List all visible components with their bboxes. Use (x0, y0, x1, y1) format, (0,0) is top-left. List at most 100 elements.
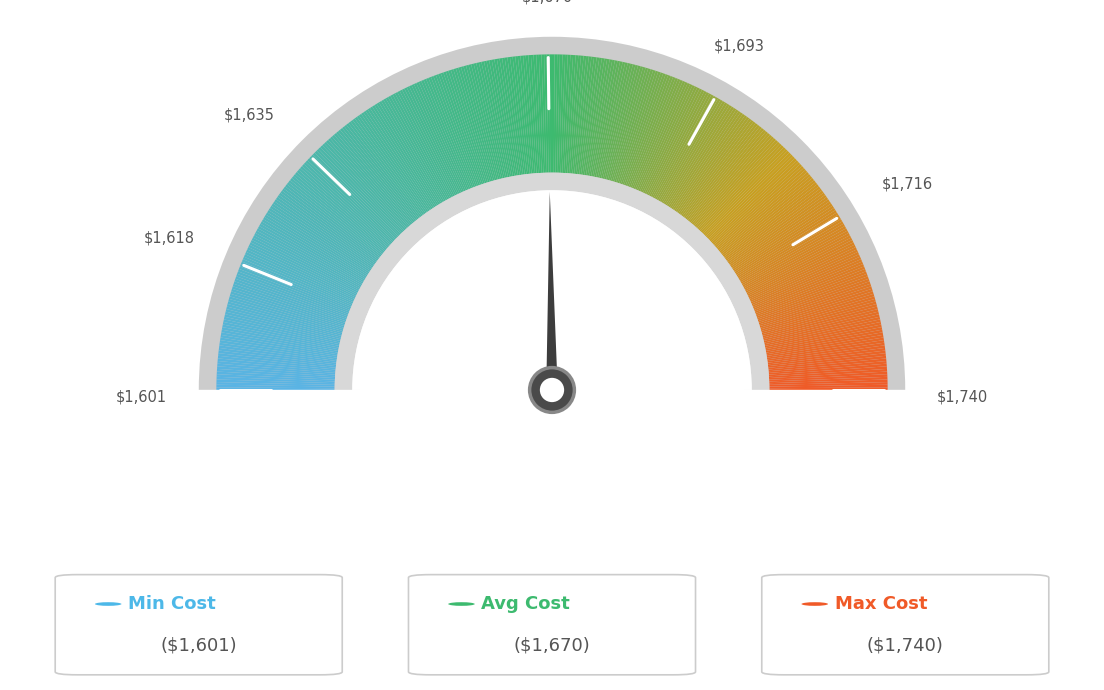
Wedge shape (374, 104, 438, 206)
Wedge shape (584, 58, 605, 175)
Wedge shape (529, 55, 539, 173)
Wedge shape (322, 144, 404, 232)
Wedge shape (471, 63, 501, 179)
Wedge shape (744, 233, 850, 290)
Wedge shape (768, 358, 887, 371)
Wedge shape (385, 97, 446, 201)
Wedge shape (707, 155, 793, 239)
Wedge shape (410, 85, 461, 193)
Wedge shape (692, 133, 769, 225)
Wedge shape (569, 55, 581, 173)
Wedge shape (497, 59, 518, 175)
Wedge shape (275, 199, 373, 268)
Wedge shape (635, 80, 683, 190)
Wedge shape (266, 213, 368, 277)
Wedge shape (767, 340, 884, 359)
Wedge shape (665, 102, 728, 205)
Wedge shape (306, 160, 393, 242)
Wedge shape (216, 377, 335, 383)
Wedge shape (434, 75, 477, 187)
Wedge shape (255, 230, 361, 288)
Wedge shape (258, 226, 362, 285)
Wedge shape (245, 252, 354, 302)
Wedge shape (357, 115, 427, 213)
Wedge shape (234, 279, 347, 319)
Wedge shape (648, 88, 702, 195)
Wedge shape (216, 387, 335, 390)
Wedge shape (587, 59, 609, 176)
Wedge shape (332, 135, 411, 226)
Wedge shape (767, 345, 885, 363)
Wedge shape (317, 149, 401, 235)
Wedge shape (715, 168, 806, 248)
Wedge shape (764, 314, 880, 342)
Wedge shape (229, 299, 342, 333)
Wedge shape (216, 382, 335, 386)
Wedge shape (766, 333, 883, 354)
Wedge shape (246, 250, 354, 301)
Wedge shape (722, 180, 816, 255)
Wedge shape (428, 77, 474, 188)
Wedge shape (349, 121, 422, 217)
Wedge shape (253, 235, 359, 291)
Wedge shape (604, 64, 636, 179)
Wedge shape (446, 71, 485, 184)
Wedge shape (227, 304, 342, 336)
Wedge shape (728, 193, 825, 264)
Wedge shape (670, 108, 736, 208)
Wedge shape (277, 195, 375, 265)
Wedge shape (347, 124, 421, 218)
Wedge shape (227, 302, 342, 334)
Wedge shape (238, 266, 350, 312)
Wedge shape (577, 57, 594, 175)
Wedge shape (686, 125, 760, 219)
Wedge shape (640, 83, 690, 192)
Wedge shape (381, 100, 443, 203)
Wedge shape (718, 172, 809, 250)
Wedge shape (397, 91, 454, 197)
Wedge shape (454, 68, 490, 182)
Wedge shape (721, 178, 814, 254)
Wedge shape (541, 55, 546, 172)
Wedge shape (643, 85, 694, 193)
Wedge shape (368, 108, 434, 208)
Wedge shape (217, 361, 336, 373)
Wedge shape (611, 67, 646, 181)
Wedge shape (456, 68, 491, 181)
Wedge shape (466, 65, 498, 180)
Wedge shape (298, 168, 389, 248)
Wedge shape (414, 83, 464, 192)
Wedge shape (624, 73, 666, 186)
Wedge shape (702, 147, 786, 234)
Wedge shape (284, 186, 379, 259)
Wedge shape (760, 289, 873, 326)
Wedge shape (418, 81, 467, 190)
Wedge shape (336, 131, 413, 224)
Wedge shape (764, 317, 880, 344)
Wedge shape (709, 158, 797, 242)
Wedge shape (295, 172, 386, 250)
Wedge shape (565, 55, 575, 173)
Wedge shape (743, 228, 848, 287)
Wedge shape (537, 55, 543, 173)
Wedge shape (400, 90, 455, 197)
Wedge shape (768, 366, 887, 376)
Wedge shape (758, 286, 872, 324)
Wedge shape (736, 213, 838, 277)
Wedge shape (755, 271, 867, 315)
Wedge shape (609, 66, 644, 181)
Wedge shape (199, 37, 905, 390)
Circle shape (540, 378, 564, 402)
Wedge shape (247, 247, 355, 299)
Wedge shape (756, 274, 868, 316)
Wedge shape (240, 264, 351, 310)
Wedge shape (340, 128, 416, 221)
Wedge shape (311, 155, 397, 239)
Wedge shape (683, 124, 757, 218)
Wedge shape (658, 97, 719, 201)
Wedge shape (315, 151, 400, 236)
Wedge shape (733, 204, 832, 270)
Wedge shape (312, 152, 399, 237)
Wedge shape (666, 104, 730, 206)
Wedge shape (216, 369, 335, 378)
